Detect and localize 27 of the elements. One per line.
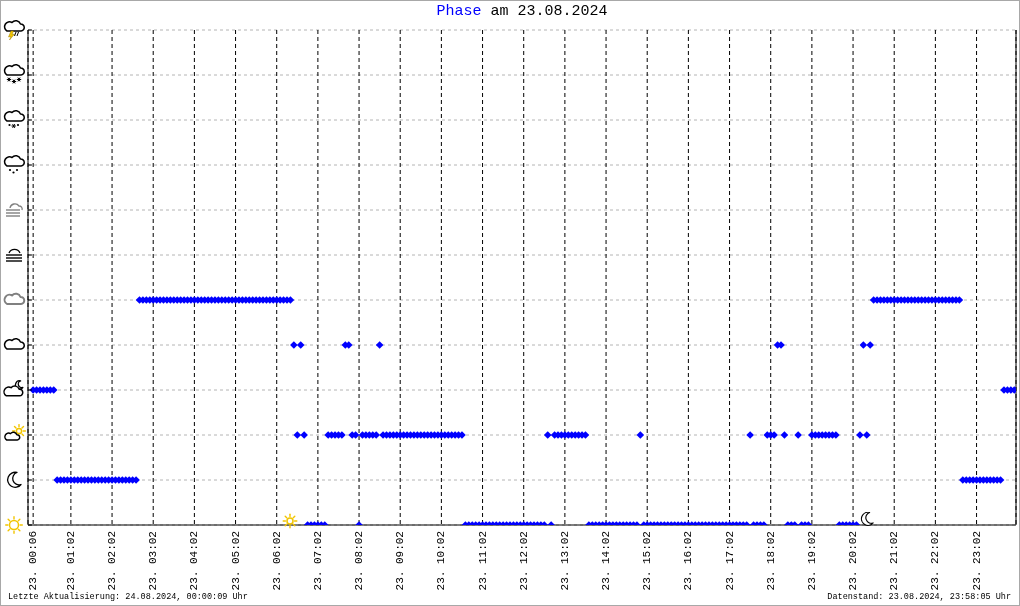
x-tick-label: 23. 21:02 <box>888 531 901 591</box>
x-tick-label: 23. 12:02 <box>517 531 530 591</box>
text: Letzte Aktualisierung: 24.08.2024, 00:00:09 Uhr <box>8 592 248 602</box>
x-tick-label: 23. 07:02 <box>311 531 324 591</box>
x-tick-label: 23. 15:02 <box>641 531 654 591</box>
x-tick-label: 23. 06:02 <box>270 531 283 591</box>
x-tick-label: 23. 05:02 <box>229 531 242 591</box>
x-tick-label: 23. 10:02 <box>435 531 448 591</box>
x-tick-label: 23. 16:02 <box>682 531 695 591</box>
x-tick-label: 23. 04:02 <box>188 531 201 591</box>
x-tick-label: 23. 11:02 <box>476 531 489 591</box>
x-tick-label: 23. 01:02 <box>64 531 77 591</box>
x-tick-label: 23. 22:02 <box>929 531 942 591</box>
x-tick-label: 23. 08:02 <box>353 531 366 591</box>
x-tick-label: 23. 03:02 <box>147 531 160 591</box>
x-tick-label: 23. 00:06 <box>27 531 40 591</box>
text: Datenstand: 23.08.2024, 23:58:05 Uhr <box>827 592 1011 602</box>
x-tick-label: 23. 19:02 <box>805 531 818 591</box>
x-tick-label: 23. 18:02 <box>764 531 777 591</box>
x-tick-label: 23. 02:02 <box>106 531 119 591</box>
x-tick-label: 23. 20:02 <box>847 531 860 591</box>
x-tick-label: 23. 09:02 <box>394 531 407 591</box>
x-tick-label: 23. 13:02 <box>558 531 571 591</box>
x-tick-label: 23. 23:02 <box>970 531 983 591</box>
x-tick-label: 23. 14:02 <box>600 531 613 591</box>
chart-title: Phase am 23.08.2024 <box>435 3 609 20</box>
x-tick-label: 23. 17:02 <box>723 531 736 591</box>
